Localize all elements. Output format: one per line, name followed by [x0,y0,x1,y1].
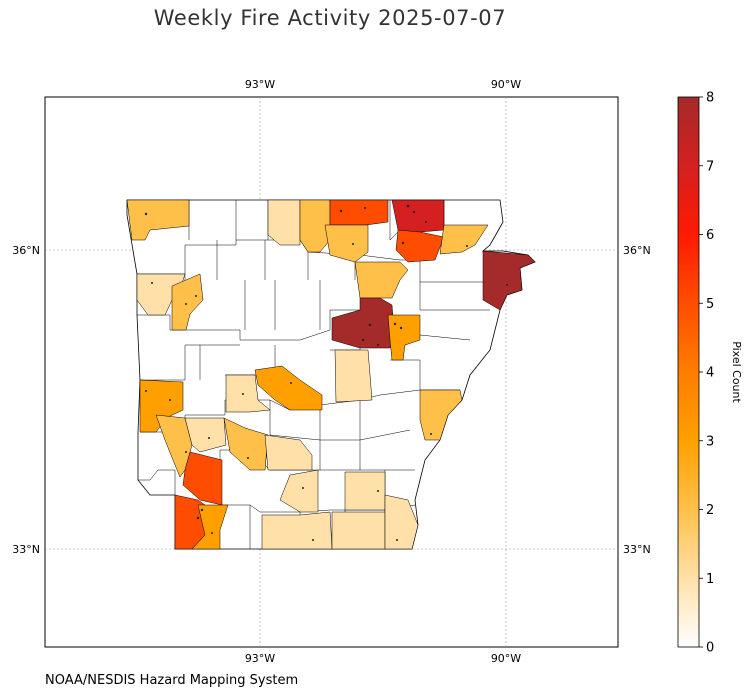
graticule [45,97,618,647]
county-hotspring [264,434,313,471]
county-washington [136,273,186,316]
county-marion [324,224,369,263]
county-clay [482,250,536,311]
colorbar-ticks: 0 1 2 3 4 5 6 7 8 [699,91,714,656]
county-jackson [387,314,421,361]
county-yell [225,374,271,413]
colorbar-tick-label: 1 [706,572,714,587]
county-ashley [331,511,386,550]
colorbar-tick-label: 3 [706,434,714,449]
lat-tick-right-33: 33°N [623,543,651,556]
lon-tick-bottom-93: 93°W [245,652,275,665]
county-carroll [267,199,301,246]
lon-tick-top-93: 93°W [245,78,275,91]
fire-detections [144,204,508,541]
fire-counties [126,199,536,550]
colorbar-tick-label: 2 [706,503,714,518]
map-title: Weekly Fire Activity 2025-07-07 [153,6,507,30]
county-prairie [419,389,463,441]
county-garland [184,417,227,453]
county-white [334,349,373,403]
data-credit: NOAA/NESDIS Hazard Mapping System [45,673,299,688]
colorbar-tick-label: 4 [706,366,714,381]
lat-tick-left-36: 36°N [12,244,40,257]
county-benton [126,199,190,241]
colorbar-tick-label: 5 [706,297,714,312]
county-pike [182,451,223,506]
county-perry [254,365,323,411]
lon-tick-bottom-90: 90°W [491,652,521,665]
county-randolph [439,224,489,255]
lon-tick-top-90: 90°W [491,78,521,91]
county-dallas [279,469,319,513]
county-baxter [329,199,389,226]
lat-tick-right-36: 36°N [623,244,651,257]
colorbar [677,96,700,648]
county-saline [223,417,269,471]
county-madison [171,273,204,331]
county-hempstead [191,504,229,550]
colorbar-label: Pixel Count [730,341,743,403]
county-chicot [384,494,419,550]
county-union [261,511,333,550]
colorbar-tick-label: 6 [706,228,714,243]
colorbar-tick-label: 8 [706,91,714,106]
colorbar-tick-label: 7 [706,159,714,174]
lat-tick-left-33: 33°N [12,543,40,556]
colorbar-tick-label: 0 [706,641,714,656]
county-sharp [395,229,445,263]
